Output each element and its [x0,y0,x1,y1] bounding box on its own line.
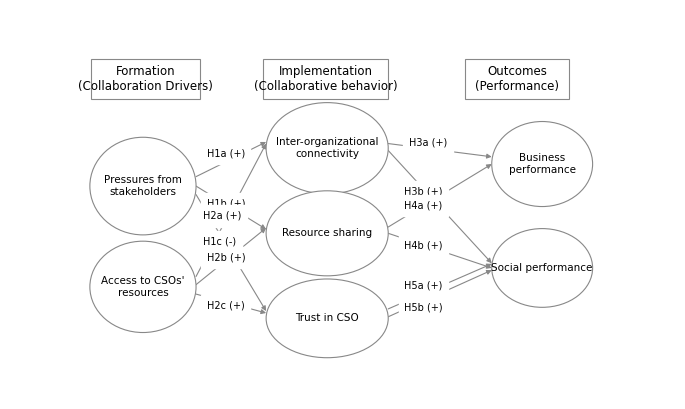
Text: H3a (+): H3a (+) [409,138,447,148]
Ellipse shape [492,229,593,307]
Ellipse shape [90,241,196,333]
FancyBboxPatch shape [465,58,569,99]
Text: Pressures from
stakeholders: Pressures from stakeholders [104,175,182,197]
Text: Business
performance: Business performance [509,153,575,175]
Ellipse shape [266,279,388,358]
Text: H2a (+): H2a (+) [203,211,242,221]
Text: Social performance: Social performance [492,263,593,273]
Text: H1b (+): H1b (+) [207,198,245,209]
Text: H5b (+): H5b (+) [404,303,443,313]
Text: Access to CSOs'
resources: Access to CSOs' resources [101,276,185,298]
Text: Implementation
(Collaborative behavior): Implementation (Collaborative behavior) [254,65,398,93]
Text: H3b (+): H3b (+) [404,187,443,196]
Text: H2c (+): H2c (+) [207,301,245,311]
Text: Inter-organizational
connectivity: Inter-organizational connectivity [276,137,378,160]
FancyBboxPatch shape [264,58,388,99]
Text: H5a (+): H5a (+) [404,281,443,291]
Ellipse shape [266,191,388,276]
Text: H2b (+): H2b (+) [207,253,245,263]
Text: Resource sharing: Resource sharing [282,228,372,238]
Text: H4a (+): H4a (+) [404,201,443,211]
Ellipse shape [492,121,593,207]
Text: H1c (-): H1c (-) [203,236,236,246]
Text: Outcomes
(Performance): Outcomes (Performance) [475,65,559,93]
FancyBboxPatch shape [91,58,200,99]
Text: H1a (+): H1a (+) [207,148,245,159]
Ellipse shape [90,137,196,235]
Text: Trust in CSO: Trust in CSO [295,313,359,324]
Ellipse shape [266,103,388,194]
Text: H4b (+): H4b (+) [404,241,443,251]
Text: Formation
(Collaboration Drivers): Formation (Collaboration Drivers) [78,65,213,93]
